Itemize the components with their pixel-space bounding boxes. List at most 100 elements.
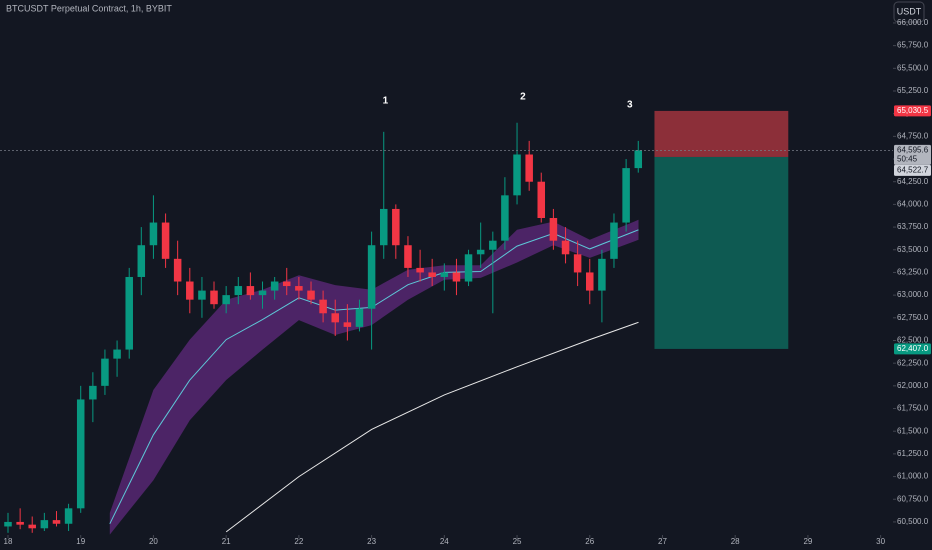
price-tag: [894, 343, 931, 355]
candle-body: [343, 322, 352, 327]
y-tick-label: 61,750.0: [897, 404, 929, 413]
candle-body: [28, 524, 36, 529]
price-tag: [894, 144, 931, 165]
candle-body: [186, 281, 194, 300]
currency-button[interactable]: [893, 1, 925, 23]
candle-body: [452, 272, 461, 282]
annotation: 3: [627, 100, 633, 111]
stop-zone: [654, 110, 789, 157]
candle-body: [501, 195, 509, 241]
candle-body: [198, 290, 206, 300]
candle-body: [610, 222, 618, 259]
candle-body: [113, 349, 121, 359]
price-tag-label: 65,030.5: [897, 106, 929, 115]
candle-body: [76, 399, 85, 509]
x-tick-label: 21: [222, 537, 231, 546]
candle-body: [125, 276, 133, 350]
candle-body: [173, 258, 182, 282]
candle-body: [489, 240, 497, 250]
candle-body: [561, 240, 570, 255]
annotation: 2: [520, 92, 526, 103]
x-tick-label: 25: [513, 537, 522, 546]
y-tick-label: 61,500.0: [897, 426, 929, 435]
x-tick-label: 20: [149, 537, 158, 546]
candle-body: [89, 385, 97, 400]
candle-body: [355, 308, 364, 327]
candle-body: [222, 295, 230, 305]
candle-body: [210, 290, 218, 305]
x-tick-label: 27: [658, 537, 667, 546]
y-tick-label: 65,250.0: [897, 86, 929, 95]
y-tick-label: 63,500.0: [897, 245, 929, 254]
y-tick-label: 66,000.0: [897, 18, 929, 27]
y-tick-label: 64,250.0: [897, 177, 929, 186]
y-tick-label: 63,000.0: [897, 290, 929, 299]
price-tag: [894, 164, 931, 176]
candle-body: [367, 245, 376, 309]
currency-label[interactable]: USDT: [897, 6, 922, 16]
y-tick-label: 60,500.0: [897, 517, 929, 526]
candle-body: [416, 267, 424, 273]
y-tick-label: 64,000.0: [897, 200, 929, 209]
candle-body: [476, 249, 485, 255]
candle-body: [440, 272, 449, 277]
y-tick-label: 62,000.0: [897, 381, 929, 390]
y-tick-label: 65,500.0: [897, 63, 929, 72]
candle-body: [586, 272, 594, 291]
y-tick-label: 64,750.0: [897, 131, 929, 140]
candle-body: [464, 254, 473, 282]
x-tick-label: 26: [585, 537, 594, 546]
y-tick-label: 63,250.0: [897, 268, 929, 277]
x-tick-label: 28: [731, 537, 740, 546]
target-zone: [654, 156, 789, 349]
candle-body: [622, 168, 630, 223]
candle-body: [428, 272, 436, 277]
candle-body: [404, 245, 412, 268]
y-tick-label: 61,250.0: [897, 449, 929, 458]
candle-body: [101, 358, 109, 386]
candle-body: [246, 286, 255, 296]
y-tick-label: 62,750.0: [897, 313, 929, 322]
candle-body: [513, 154, 521, 196]
candle-body: [295, 286, 303, 291]
candle-body: [307, 290, 315, 300]
y-tick-label: 62,500.0: [897, 336, 929, 345]
x-tick-label: 29: [803, 537, 812, 546]
candle-body: [379, 208, 388, 246]
candle-body: [16, 521, 24, 525]
price-tag-label: 62,407.0: [897, 344, 929, 353]
candle-body: [537, 181, 546, 219]
y-tick-label: 62,250.0: [897, 358, 929, 367]
candle-body: [598, 258, 606, 291]
plot: [4, 122, 643, 535]
band-area: [109, 219, 639, 535]
candle-body: [331, 313, 339, 323]
x-tick-label: 23: [367, 537, 376, 546]
y-tick-label: 63,750.0: [897, 222, 929, 231]
chart-title: BTCUSDT Perpetual Contract, 1h, BYBIT: [6, 3, 172, 13]
candle-body: [573, 254, 582, 273]
annotation: 1: [383, 96, 389, 107]
candle-body: [149, 222, 158, 246]
indicator-line: [225, 321, 639, 533]
price-tag-label: 64,595.6: [897, 145, 929, 154]
candle-body: [137, 245, 146, 277]
candle-body: [40, 520, 49, 529]
x-tick-label: 18: [4, 537, 13, 546]
candle-body: [64, 508, 73, 524]
candle-body: [392, 208, 400, 246]
candle-body: [634, 150, 643, 169]
candle-body: [161, 222, 170, 259]
candle-body: [319, 299, 327, 314]
x-tick-label: 19: [76, 537, 85, 546]
y-tick-label: 65,750.0: [897, 41, 929, 50]
candle-body: [549, 218, 558, 241]
y-tick-label: 61,000.0: [897, 472, 929, 481]
x-tick-label: 24: [440, 537, 449, 546]
candle-body: [525, 154, 533, 182]
candle-body: [52, 520, 61, 524]
price-tag: [894, 105, 931, 117]
price-tag-label: 64,522.7: [897, 165, 929, 174]
